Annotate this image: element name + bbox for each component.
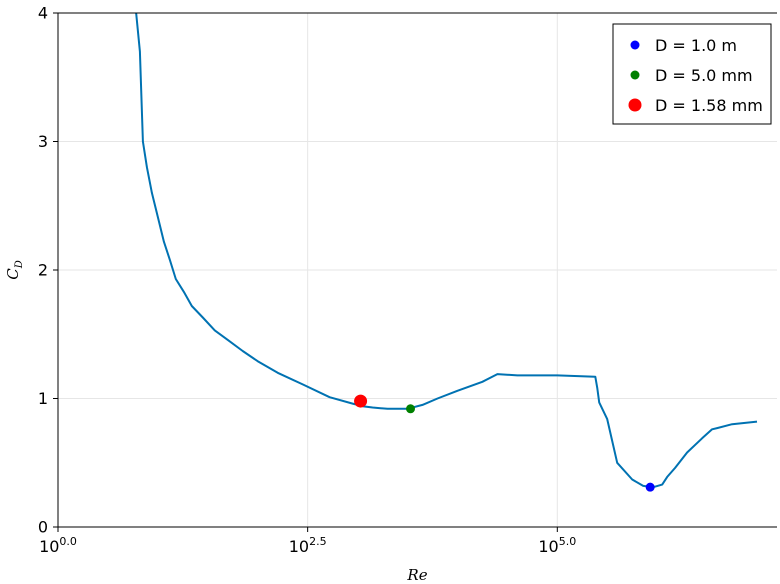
legend-label-2: D = 1.58 mm	[655, 96, 763, 115]
marker-point-0	[645, 482, 655, 492]
legend-marker-1	[630, 70, 640, 80]
x-tick-exp-2: 5.0	[559, 535, 577, 548]
legend-marker-2	[628, 98, 642, 112]
x-tick-exp-1: 2.5	[309, 535, 327, 548]
x-tick-base-0: 10	[39, 537, 59, 556]
legend-label-1: D = 5.0 mm	[655, 66, 753, 85]
x-tick-base-2: 10	[538, 537, 558, 556]
y-tick-label-4: 4	[38, 4, 48, 23]
drag-curve-0	[135, 13, 758, 489]
marker-point-2	[354, 394, 368, 408]
y-tick-label-0: 0	[38, 518, 48, 537]
y-tick-label-2: 2	[38, 261, 48, 280]
legend-label-0: D = 1.0 m	[655, 36, 737, 55]
points-layer	[354, 394, 655, 492]
legend: D = 1.0 m D = 5.0 mm D = 1.58 mm	[612, 23, 772, 125]
axes	[53, 12, 777, 532]
y-axis-label-main: C	[4, 268, 22, 280]
y-tick-label-3: 3	[38, 132, 48, 151]
x-tick-label-2: 105.0	[538, 535, 576, 556]
x-tick-base-1: 10	[289, 537, 309, 556]
y-axis-label-sub: D	[14, 260, 25, 269]
marker-point-1	[406, 404, 416, 414]
legend-marker-0	[630, 40, 640, 50]
y-tick-label-1: 1	[38, 389, 48, 408]
x-axis-label: Re	[406, 566, 427, 584]
y-axis-label: CD	[4, 260, 25, 280]
x-tick-label-1: 102.5	[289, 535, 327, 556]
x-tick-exp-0: 0.0	[59, 535, 77, 548]
curve-layer	[135, 13, 758, 489]
x-tick-label-0: 100.0	[39, 535, 77, 556]
